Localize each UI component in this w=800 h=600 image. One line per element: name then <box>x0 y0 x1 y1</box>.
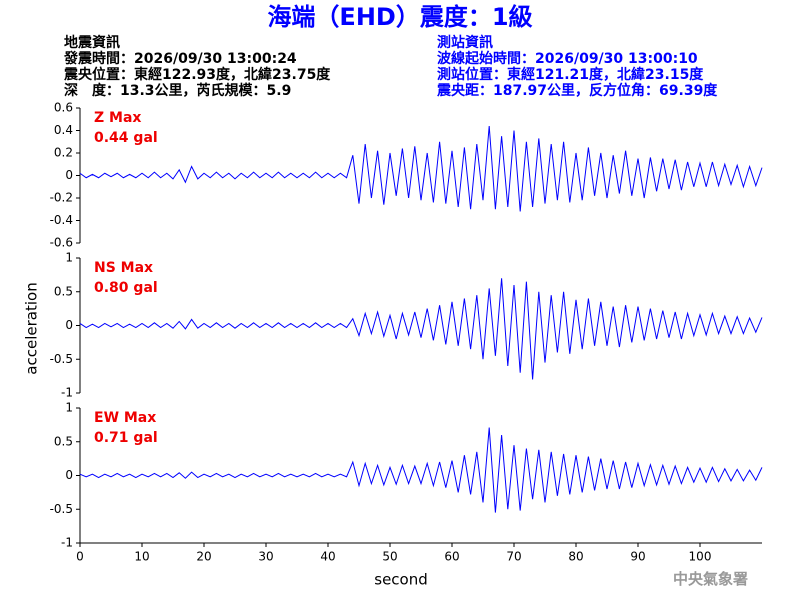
waveform <box>79 278 763 380</box>
station-line: 波線起始時間：2026/09/30 13:00:10 <box>437 50 698 67</box>
event-line: 深 度：13.3公里，芮氏規模：5.9 <box>64 82 291 99</box>
event-line: 震央位置：東經122.93度，北緯23.75度 <box>63 66 331 83</box>
station-line: 測站位置：東經121.21度，北緯23.15度 <box>437 66 704 83</box>
annotation: Z Max <box>94 110 141 126</box>
x-tick-label: 30 <box>258 550 273 564</box>
waveform <box>79 125 763 212</box>
x-tick-label: 50 <box>382 550 397 564</box>
y-tick-label: -0.4 <box>50 213 73 227</box>
y-tick-label: 0.2 <box>54 146 73 160</box>
x-tick-label: 10 <box>134 550 149 564</box>
annotation: EW Max <box>94 410 156 426</box>
y-tick-label: 0.6 <box>54 101 73 115</box>
x-tick-label: 20 <box>196 550 211 564</box>
y-tick-label: 0.5 <box>54 434 73 448</box>
y-tick-label: -0.5 <box>50 502 73 516</box>
x-tick-label: 90 <box>630 550 645 564</box>
station-line: 震央距：187.97公里，反方位角：69.39度 <box>436 82 718 99</box>
y-tick-label: -1 <box>61 536 73 550</box>
waveform <box>79 427 763 513</box>
x-tick-label: 100 <box>689 550 712 564</box>
y-tick-label: 0 <box>65 168 73 182</box>
y-tick-label: 1 <box>65 251 73 265</box>
footer: 中央氣象署 <box>673 570 748 588</box>
event-line: 發震時間：2026/09/30 13:00:24 <box>63 50 297 67</box>
x-tick-label: 60 <box>444 550 459 564</box>
y-tick-label: 0 <box>65 318 73 332</box>
y-tick-label: 1 <box>65 401 73 415</box>
y-axis-label: acceleration <box>23 282 41 374</box>
y-tick-label: 0 <box>65 468 73 482</box>
x-tick-label: 0 <box>76 550 84 564</box>
y-tick-label: 0.5 <box>54 284 73 298</box>
y-tick-label: -0.6 <box>50 236 73 250</box>
annotation: 0.80 gal <box>94 280 158 296</box>
y-tick-label: -0.5 <box>50 352 73 366</box>
y-tick-label: -0.2 <box>50 191 73 205</box>
x-axis-label: second <box>374 571 428 589</box>
station-heading: 測站資訊 <box>437 34 493 51</box>
x-tick-label: 40 <box>320 550 335 564</box>
title: 海端（EHD）震度：1級 <box>267 3 532 31</box>
annotation: 0.71 gal <box>94 430 158 446</box>
x-tick-label: 80 <box>568 550 583 564</box>
y-tick-label: -1 <box>61 386 73 400</box>
y-tick-label: 0.4 <box>54 123 73 137</box>
x-tick-label: 70 <box>506 550 521 564</box>
annotation: NS Max <box>94 260 153 276</box>
annotation: 0.44 gal <box>94 130 158 146</box>
event-heading: 地震資訊 <box>64 34 120 51</box>
